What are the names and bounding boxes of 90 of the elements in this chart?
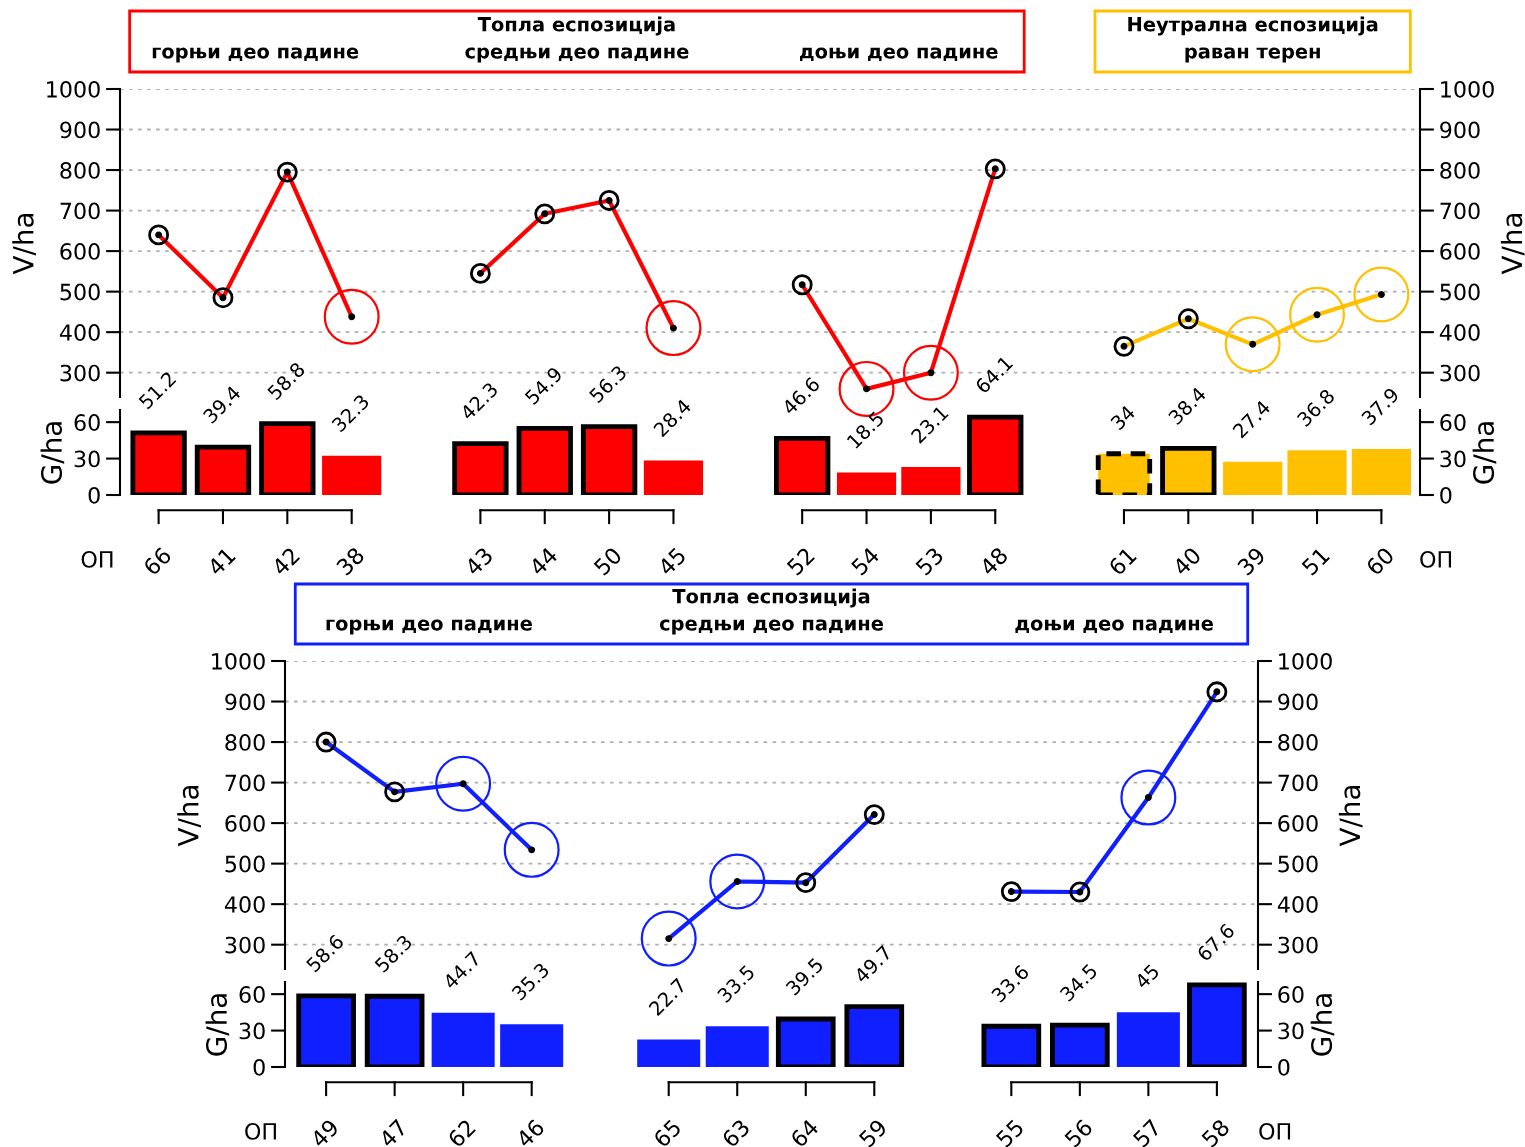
y2-tick-label: 400 [1439, 324, 1480, 341]
y2-tick-label: 400 [1277, 896, 1318, 913]
y-tick-label: 1000 [212, 652, 265, 670]
y-tick-label: 600 [60, 243, 100, 260]
y-tick-label: 30 [239, 1022, 265, 1040]
y-tick-label: 900 [225, 693, 265, 711]
text: Топла еспозиција [477, 16, 675, 36]
y2-tick-label: 900 [1440, 121, 1480, 139]
y-tick-label: 600 [225, 815, 265, 832]
x-tick-label: 60 [1365, 546, 1395, 577]
x-tick-label: 55 [995, 1118, 1025, 1147]
x-tick-label: 52 [786, 546, 816, 576]
x-tick-label: 38 [335, 546, 366, 576]
x-tick-label: 54 [850, 546, 881, 576]
y2-tick-label: 30 [1278, 1022, 1304, 1040]
y2-axis-title: G/ha [1310, 994, 1335, 1056]
x-axis-title: ОП [1259, 1122, 1291, 1140]
y-tick-label: 60 [239, 986, 265, 1003]
y-tick-label: 0 [88, 486, 100, 504]
y-axis-title: G/ha [205, 994, 230, 1056]
y-tick-label: 60 [74, 414, 100, 431]
y2-tick-label: 700 [1278, 774, 1318, 792]
y-tick-label: 500 [60, 283, 100, 301]
y-tick-label: 800 [60, 162, 100, 179]
text: горњи део падине [152, 47, 359, 63]
y-tick-label: 300 [225, 936, 265, 954]
y-tick-label: 30 [74, 450, 100, 468]
x-tick-label: 48 [978, 546, 1009, 577]
x-tick-label: 61 [1107, 546, 1138, 577]
x-tick-label: 50 [593, 546, 623, 576]
x-tick-label: 44 [528, 546, 559, 577]
x-tick-label: 42 [270, 546, 301, 577]
text: доњи део падине [1015, 619, 1213, 634]
x-tick-label: 57 [1132, 1118, 1162, 1147]
y-tick-label: 0 [253, 1058, 265, 1076]
y2-tick-label: 700 [1440, 202, 1480, 220]
y2-tick-label: 500 [1278, 855, 1318, 873]
text: ОП [245, 1122, 276, 1140]
x-tick-label: 66 [142, 546, 173, 577]
text: горњи део падине [326, 619, 532, 635]
x-tick-label: 58 [1200, 1118, 1231, 1147]
x-tick-label: 53 [914, 546, 945, 576]
x-tick-label: 59 [858, 1118, 888, 1147]
y-tick-label: 800 [225, 734, 265, 751]
y2-tick-label: 30 [1440, 450, 1466, 468]
x-tick-label: 40 [1171, 546, 1202, 577]
x-tick-label: 51 [1301, 546, 1331, 576]
y-axis-title: V/ha [177, 786, 201, 847]
y-tick-label: 700 [225, 774, 265, 792]
y2-tick-label: 900 [1278, 693, 1318, 711]
x-tick-label: 45 [657, 546, 687, 577]
y2-tick-label: 600 [1278, 815, 1318, 832]
text: раван терен [1185, 47, 1320, 63]
y-tick-label: 300 [60, 364, 100, 382]
y2-tick-label: 0 [1278, 1058, 1290, 1076]
data-label: 45 [1134, 963, 1160, 990]
text: средњи део падине [465, 47, 689, 63]
y2-tick-label: 800 [1278, 734, 1318, 751]
y2-axis-title: V/ha [1500, 214, 1525, 275]
y2-tick-label: 500 [1440, 283, 1480, 301]
y-tick-label: 400 [59, 324, 100, 341]
y2-tick-label: 300 [1440, 364, 1480, 382]
y2-tick-label: 600 [1440, 243, 1480, 260]
y2-axis-title: V/ha [1338, 786, 1363, 847]
y-axis-title: V/ha [12, 214, 36, 275]
y-tick-label: 1000 [47, 80, 100, 98]
y2-tick-label: 1000 [1279, 652, 1332, 670]
y2-tick-label: 300 [1278, 936, 1318, 954]
y-tick-label: 500 [225, 855, 265, 873]
text: доњи део падине [800, 47, 998, 62]
text: ОП [81, 550, 113, 568]
y2-tick-label: 800 [1440, 162, 1480, 179]
x-tick-label: 56 [1063, 1118, 1094, 1147]
data-label: 34 [1109, 404, 1136, 431]
y2-tick-label: 60 [1278, 986, 1304, 1003]
x-axis-title: ОП [1420, 550, 1452, 568]
y-axis-title: G/ha [40, 422, 65, 484]
x-tick-label: 43 [463, 546, 494, 577]
y2-tick-label: 1000 [1441, 80, 1494, 98]
y2-axis-title: G/ha [1472, 422, 1497, 484]
text: Топла еспозиција [672, 588, 870, 608]
y-tick-label: 700 [60, 202, 100, 220]
y-tick-label: 400 [224, 896, 265, 913]
y2-tick-label: 60 [1440, 414, 1466, 431]
text: средњи део падине [659, 619, 883, 635]
x-tick-label: 39 [1236, 546, 1267, 576]
y2-tick-label: 0 [1440, 486, 1452, 504]
text: Неутрална еспозиција [1128, 16, 1378, 36]
x-tick-label: 41 [206, 546, 236, 577]
y-tick-label: 900 [60, 121, 100, 139]
